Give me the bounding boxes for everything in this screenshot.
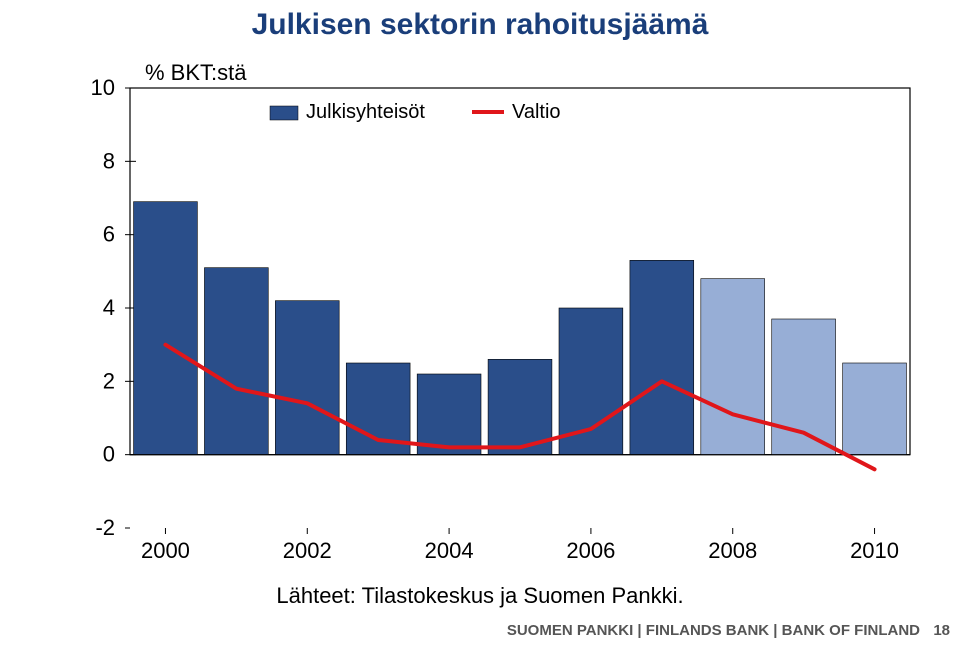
chart-svg: 10 8 6 4 2 0 -2 % BKT:stä Julkisyhteisöt Valtio 20…: [60, 58, 920, 578]
footer-part-3: BANK OF FINLAND: [782, 622, 920, 639]
bar: [134, 202, 198, 455]
x-tick-label: 2006: [566, 538, 615, 563]
x-tick-label: 2000: [141, 538, 190, 563]
chart-area: 10 8 6 4 2 0 -2 % BKT:stä Julkisyhteisöt Valtio 20…: [60, 58, 920, 578]
bar: [275, 301, 339, 455]
footer-sep-2: |: [773, 622, 781, 639]
legend-label-line: Valtio: [512, 101, 561, 123]
x-tick-label: 2008: [708, 538, 757, 563]
y-axis-label: % BKT:stä: [145, 60, 247, 85]
source-text: Lähteet: Tilastokeskus ja Suomen Pankki.: [0, 583, 960, 609]
x-tick-label: 2004: [425, 538, 474, 563]
y-tick-label: 10: [91, 75, 115, 100]
y-tick-label: 2: [103, 368, 115, 393]
legend-swatch-bar: [270, 106, 298, 120]
bar: [417, 374, 481, 455]
page-number: 18: [933, 622, 950, 639]
footer-sep-1: |: [637, 622, 645, 639]
x-tick-label: 2002: [283, 538, 332, 563]
y-tick-label: 6: [103, 222, 115, 247]
bar: [559, 308, 623, 455]
footer-bank-name: SUOMEN PANKKI | FINLANDS BANK | BANK OF …: [507, 622, 920, 639]
y-tick-label: -2: [95, 515, 115, 540]
bar: [843, 363, 907, 455]
y-tick-label: 0: [103, 442, 115, 467]
bar: [701, 279, 765, 455]
x-tick-label: 2010: [850, 538, 899, 563]
footer-part-2: FINLANDS BANK: [646, 622, 769, 639]
footer-part-1: SUOMEN PANKKI: [507, 622, 633, 639]
y-tick-label: 4: [103, 295, 115, 320]
bar: [630, 260, 694, 454]
y-tick-label: 8: [103, 148, 115, 173]
legend-label-bar: Julkisyhteisöt: [306, 101, 425, 123]
page-title: Julkisen sektorin rahoitusjäämä: [0, 8, 960, 42]
bar: [204, 268, 268, 455]
